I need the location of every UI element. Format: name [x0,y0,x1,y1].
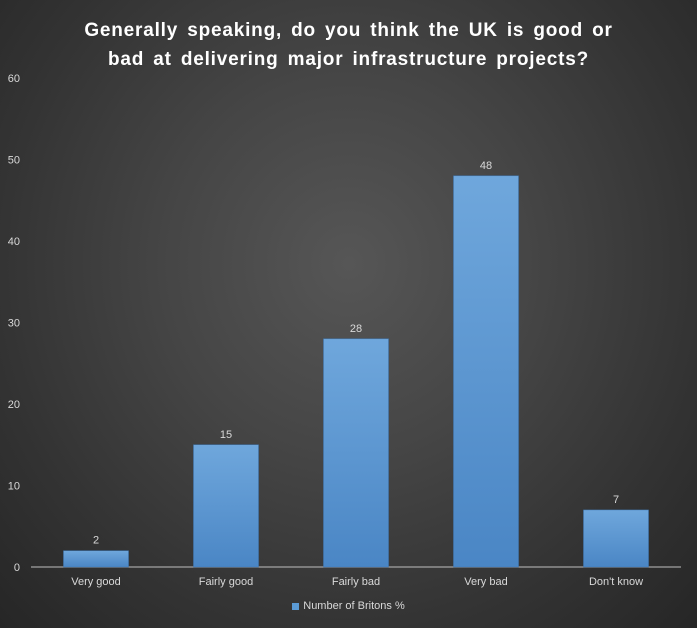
chart-legend: Number of Britons % [0,600,697,612]
data-label: 15 [220,429,232,441]
chart-title-line-2: bad at delivering major infrastructure p… [107,49,589,70]
y-tick-label: 0 [14,562,20,574]
x-tick-label: Fairly good [199,576,253,588]
y-tick-label: 60 [8,73,20,85]
bar [453,175,519,568]
data-label: 28 [350,323,362,335]
x-tick-label: Very bad [464,576,507,588]
x-tick-label: Fairly bad [332,576,380,588]
chart-title: Generally speaking, do you think the UK … [40,16,657,74]
x-tick-label: Very good [71,576,121,588]
bar [323,338,389,568]
chart-title-line-1: Generally speaking, do you think the UK … [84,20,613,41]
data-label: 2 [93,535,99,547]
data-label: 48 [480,160,492,172]
y-tick-label: 30 [8,318,20,330]
bar [583,509,649,568]
legend-swatch [292,602,300,610]
bar [63,550,129,568]
y-tick-label: 50 [8,155,20,167]
y-tick-label: 40 [8,236,20,248]
x-tick-label: Don't know [589,576,643,588]
y-tick-label: 20 [8,399,20,411]
bar [193,444,259,568]
data-label: 7 [613,494,619,506]
legend-label: Number of Britons % [303,600,405,612]
y-tick-label: 10 [8,481,20,493]
